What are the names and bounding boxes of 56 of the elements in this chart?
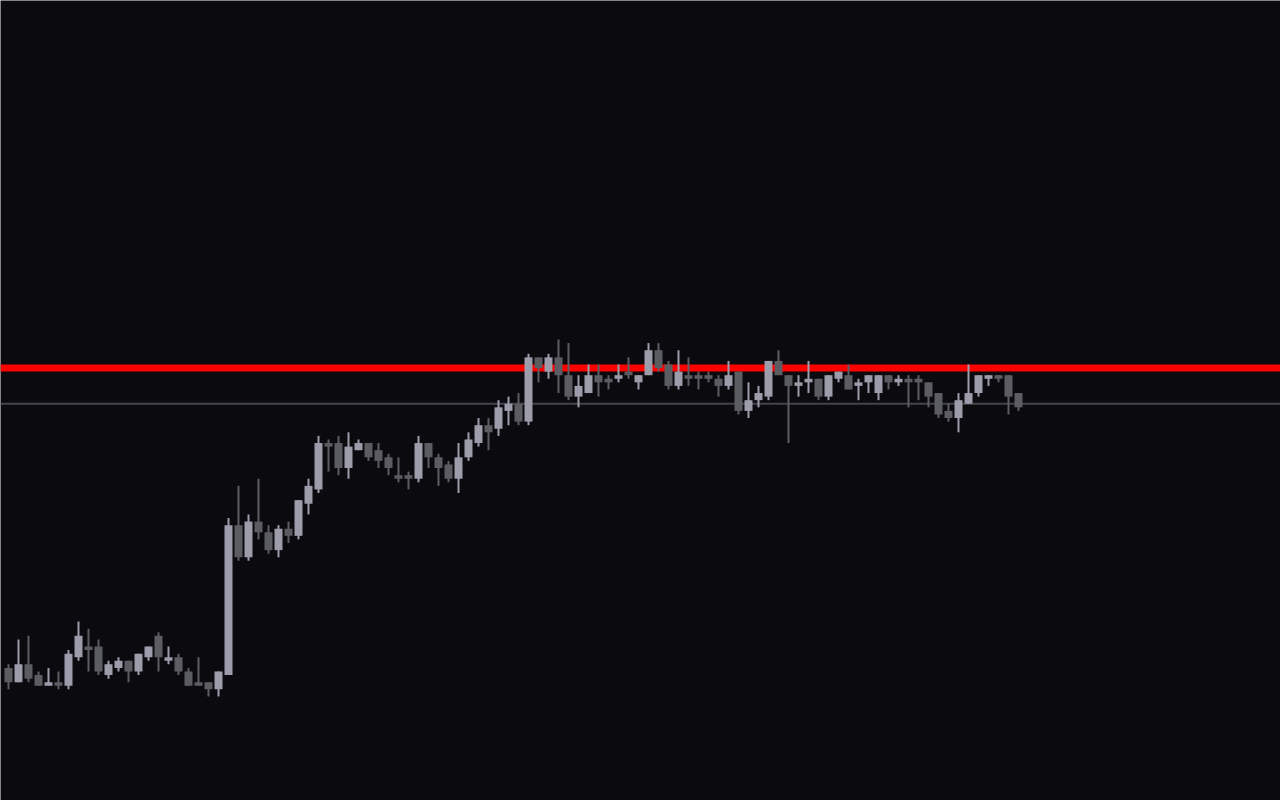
candlestick: [784, 374, 793, 445]
candlestick: [844, 363, 853, 391]
candlestick: [374, 442, 383, 470]
candlestick: [214, 670, 223, 698]
candlestick: [474, 417, 483, 448]
candlestick: [504, 395, 513, 427]
candlestick: [684, 356, 693, 387]
candlestick: [954, 392, 963, 434]
candlestick: [4, 663, 13, 691]
candlestick: [974, 374, 983, 398]
candlestick: [284, 520, 293, 544]
candlestick: [434, 452, 443, 487]
candlestick: [674, 349, 683, 391]
candlestick: [874, 374, 883, 402]
candlestick: [574, 374, 583, 409]
candlestick: [264, 524, 273, 555]
candlestick: [154, 631, 163, 673]
candlestick: [394, 456, 403, 484]
candlestick: [714, 374, 723, 398]
candlestick: [744, 381, 753, 420]
candlestick: [554, 338, 563, 395]
candlestick: [74, 620, 83, 662]
candlestick: [194, 656, 203, 687]
candlestick: [24, 634, 33, 684]
candlestick: [964, 363, 973, 405]
candlestick: [464, 431, 473, 462]
candlestick: [934, 392, 943, 420]
candlestick: [854, 377, 863, 402]
candlestick: [794, 374, 803, 398]
candlestick: [444, 459, 453, 484]
candlestick: [1004, 374, 1013, 416]
candlestick: [664, 359, 673, 391]
candlestick: [584, 363, 593, 395]
candlestick: [384, 452, 393, 477]
candlestick: [274, 524, 283, 559]
candlestick: [454, 442, 463, 495]
candlestick: [534, 356, 543, 384]
candlestick: [594, 363, 603, 398]
candlestick: [514, 392, 523, 427]
candlestick: [774, 349, 783, 377]
candlestick: [754, 384, 763, 409]
candlestick: [484, 417, 493, 452]
candlestick: [544, 352, 553, 380]
candlestick: [494, 399, 503, 437]
candlestick: [254, 477, 263, 541]
candlestick: [304, 477, 313, 516]
candlestick: [654, 342, 663, 373]
candlestick: [424, 442, 433, 470]
candlestick: [724, 359, 733, 391]
candlestick: [324, 438, 333, 473]
candlestick: [14, 638, 23, 684]
candlestick: [564, 342, 573, 402]
candlestick: [824, 374, 833, 402]
candlestick: [344, 431, 353, 480]
candlestick: [174, 652, 183, 677]
candlestick: [924, 381, 933, 409]
